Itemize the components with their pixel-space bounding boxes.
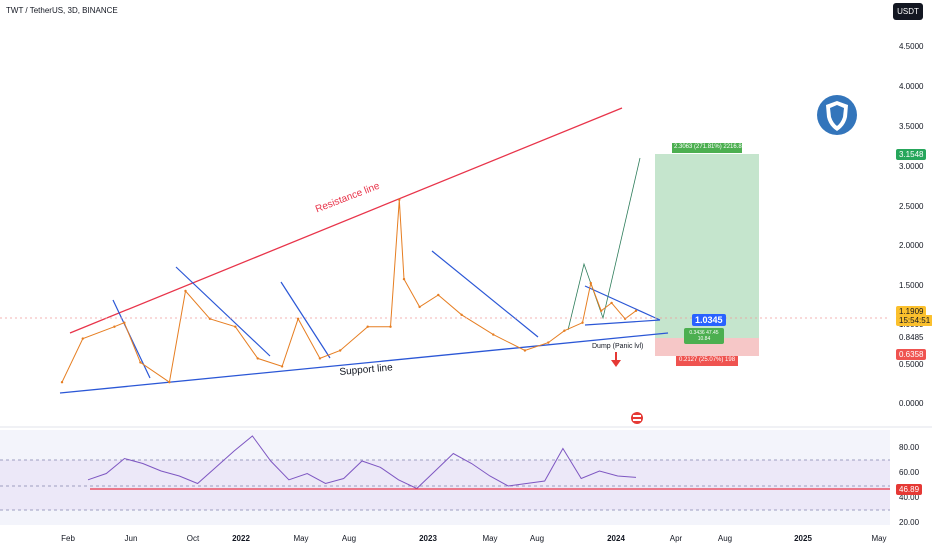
price-point — [139, 361, 142, 364]
support-line — [59, 332, 669, 394]
desc-line-4 — [431, 250, 539, 338]
time-tick: Jun — [124, 534, 138, 543]
price-point — [168, 381, 171, 384]
price-point — [113, 325, 116, 328]
desc-line-3 — [280, 281, 331, 359]
rsi-band — [0, 460, 890, 510]
price-point — [256, 357, 259, 360]
price-point — [123, 321, 126, 324]
price-tick: 3.5000 — [899, 122, 924, 131]
price-tick: 4.0000 — [899, 82, 924, 91]
price-point — [589, 281, 592, 285]
flag-icon — [631, 412, 643, 424]
profit-zone — [655, 154, 759, 338]
time-tick: May — [871, 534, 887, 543]
price-point — [460, 313, 463, 316]
price-tick: 4.5000 — [899, 42, 924, 51]
time-tick: Apr — [669, 534, 683, 543]
price-point — [389, 325, 392, 328]
current-price-tag: 1.1909 — [896, 306, 927, 317]
price-tick: 3.0000 — [899, 162, 924, 171]
price-point — [563, 329, 566, 332]
triangle-top — [584, 285, 661, 321]
profit-label-box — [672, 143, 742, 153]
rsi-tick: 80.00 — [899, 443, 920, 452]
loss-zone — [655, 338, 759, 356]
price-point — [339, 349, 342, 352]
price-point — [366, 325, 369, 328]
rsi-series — [87, 435, 637, 490]
price-point — [296, 317, 300, 320]
time-tick: 2023 — [419, 534, 437, 543]
price-point — [318, 357, 322, 360]
time-tick: Oct — [186, 534, 200, 543]
loss-label: 0.2127 (25.07%) 198 — [679, 357, 736, 363]
resistance-line — [69, 107, 623, 334]
price-point — [547, 341, 550, 344]
rsi-tick: 40.00 — [899, 493, 920, 502]
price-tick: 2.0000 — [899, 241, 924, 250]
stop-price-tag: 0.6358 — [896, 349, 927, 360]
price-point — [492, 333, 495, 336]
price-tick: 0.5000 — [899, 360, 924, 369]
chart-header: TWT / TetherUS, 3D, BINANCE — [6, 6, 118, 15]
price-point — [280, 365, 284, 368]
rsi-value-tag: 46.89 — [896, 484, 923, 495]
rsi-tick: 20.00 — [899, 518, 920, 527]
price-point — [581, 321, 584, 324]
price-point — [60, 381, 64, 384]
time-tick: May — [293, 534, 309, 543]
dump-label: Dump (Panic lvl) — [592, 343, 644, 350]
price-point — [634, 309, 638, 312]
mid-price-tick: 0.8485 — [899, 333, 924, 342]
price-point — [610, 301, 613, 305]
desc-line-2 — [175, 266, 271, 357]
shield-icon — [817, 95, 857, 135]
time-tick: 2025 — [794, 534, 812, 543]
price-point — [234, 325, 237, 328]
price-point — [81, 337, 85, 340]
countdown-tag: 15:54:51 — [896, 315, 932, 326]
time-tick: Feb — [61, 534, 75, 543]
rr-label-box — [684, 328, 724, 344]
price-point — [402, 277, 406, 281]
entry-price-tag: 1.0345 — [692, 314, 726, 326]
loss-label-box — [676, 356, 738, 366]
time-tick: Aug — [341, 534, 357, 543]
time-tick: May — [482, 534, 498, 543]
risk-reward-label: 0.3436 47.45 10.84 — [689, 330, 719, 342]
price-point — [418, 305, 421, 309]
currency-button[interactable]: USDT — [893, 3, 923, 20]
triangle-bottom — [584, 319, 661, 326]
target-price-tag: 3.1548 — [896, 149, 927, 160]
price-tick: 1.5000 — [899, 281, 924, 290]
price-tick: 0.0000 — [899, 399, 924, 408]
price-point — [398, 198, 401, 201]
price-point — [437, 293, 440, 297]
time-tick: Aug — [717, 534, 733, 543]
profit-label: 2.3063 (271.81%) 2216.86 — [674, 144, 746, 150]
time-tick: 2022 — [232, 534, 250, 543]
dump-arrow-icon — [611, 352, 621, 367]
price-tick: 2.5000 — [899, 202, 924, 211]
time-tick: 2024 — [607, 534, 625, 543]
price-point — [523, 349, 527, 352]
price-point — [184, 289, 187, 293]
price-point — [600, 309, 603, 312]
rsi-tick: 60.00 — [899, 468, 920, 477]
time-tick: Aug — [529, 534, 545, 543]
